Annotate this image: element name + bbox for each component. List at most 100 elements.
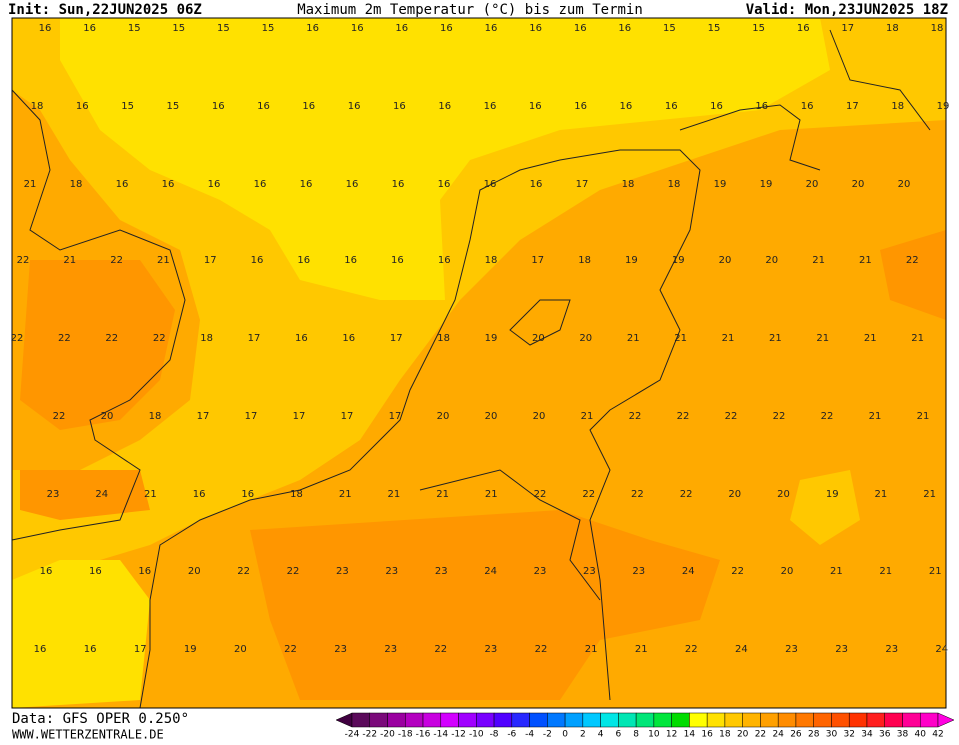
colorbar-label: 42 [932, 730, 943, 740]
temperature-value: 15 [121, 101, 134, 112]
colorbar-swatch [547, 712, 566, 728]
temperature-value: 19 [184, 644, 197, 655]
coastline [139, 149, 701, 709]
temperature-value: 20 [806, 179, 819, 190]
temperature-value: 17 [248, 333, 261, 344]
temperature-value: 21 [859, 255, 872, 266]
temperature-value: 16 [348, 101, 361, 112]
temperature-value: 16 [241, 489, 254, 500]
temperature-value: 21 [635, 644, 648, 655]
temperature-value: 15 [708, 23, 721, 34]
temperature-value: 18 [290, 489, 303, 500]
temperature-value: 22 [17, 255, 30, 266]
temperature-value: 23 [885, 644, 898, 655]
temperature-value: 16 [529, 101, 542, 112]
temperature-value: 15 [752, 23, 765, 34]
temperature-value: 17 [341, 411, 354, 422]
colorbar-label: 32 [843, 730, 854, 740]
temperature-value: 15 [128, 23, 141, 34]
colorbar-label: 22 [755, 730, 766, 740]
temperature-value: 16 [162, 179, 175, 190]
temperature-value: 21 [929, 566, 942, 577]
temperature-value: 16 [393, 101, 406, 112]
temperature-value: 20 [765, 255, 778, 266]
temperature-value: 16 [484, 179, 497, 190]
colorbar-label: -22 [362, 730, 377, 740]
temperature-value: 19 [937, 101, 950, 112]
colorbar-swatch [422, 712, 442, 728]
temperature-value: 21 [485, 489, 498, 500]
temperature-value: 16 [574, 23, 587, 34]
temperature-value: 16 [618, 23, 631, 34]
temperature-value: 22 [534, 489, 547, 500]
colorbar-swatch [529, 712, 548, 728]
temperature-value: 22 [821, 411, 834, 422]
temperature-value: 21 [627, 333, 640, 344]
temperature-value: 24 [735, 644, 748, 655]
temperature-value: 18 [70, 179, 83, 190]
colorbar-swatch [476, 712, 495, 728]
temperature-value: 20 [532, 333, 545, 344]
colorbar-label: -10 [469, 730, 484, 740]
colorbar-label: -16 [416, 730, 431, 740]
temperature-value: 16 [83, 23, 96, 34]
temperature-value: 20 [898, 179, 911, 190]
temperature-value: 15 [167, 101, 180, 112]
valid-label: Valid: Mon,23JUN2025 18Z [746, 2, 948, 18]
temperature-value: 20 [188, 566, 201, 577]
temperature-value: 19 [714, 179, 727, 190]
temperature-value: 21 [585, 644, 598, 655]
temperature-value: 16 [302, 101, 315, 112]
temperature-value: 23 [632, 566, 645, 577]
temperature-value: 23 [336, 566, 349, 577]
colorbar-swatch [387, 712, 406, 728]
colorbar-swatch [635, 712, 655, 728]
temperature-value: 24 [484, 566, 497, 577]
temperature-value: 21 [830, 566, 843, 577]
zone-16-18-west [12, 560, 150, 708]
colorbar-swatch [724, 712, 743, 728]
zone-22-24-uk [20, 260, 175, 430]
init-label: Init: Sun,22JUN2025 06Z [8, 2, 202, 18]
temperature-value: 16 [440, 23, 453, 34]
colorbar-swatch [493, 712, 513, 728]
temperature-value: 22 [677, 411, 690, 422]
temperature-value: 22 [434, 644, 447, 655]
colorbar-swatch [848, 712, 868, 728]
temperature-value: 16 [39, 23, 52, 34]
colorbar-label: 6 [615, 730, 621, 740]
colorbar-label: 34 [861, 730, 873, 740]
temperature-value: 23 [47, 489, 60, 500]
temperature-value: 23 [485, 644, 498, 655]
temperature-value: 16 [438, 179, 451, 190]
temperature-value: 21 [911, 333, 924, 344]
temperature-value: 16 [84, 644, 97, 655]
colorbar-swatch [831, 712, 850, 728]
temperature-value: 16 [300, 179, 313, 190]
colorbar-label: 2 [580, 730, 586, 740]
colorbar-swatch [582, 712, 601, 728]
colorbar-label: 26 [790, 730, 802, 740]
temperature-value: 23 [835, 644, 848, 655]
temperature-value: 17 [134, 644, 147, 655]
temperature-value: 20 [781, 566, 794, 577]
temperature-value: 16 [574, 101, 587, 112]
map: 16 16 15 15 15 15 16 16 16 16 16 16 16 16 15 15 15 16 17 18… [11, 17, 950, 709]
colorbar-swatch [795, 712, 814, 728]
temperature-value: 21 [812, 255, 825, 266]
colorbar-swatch [813, 712, 832, 728]
site-name: WWW.WETTERZENTRALE.DE [12, 728, 164, 742]
zone-22-24-east [880, 230, 946, 320]
temperature-value: 18 [931, 23, 944, 34]
temperature-value: 23 [583, 566, 596, 577]
temperature-value: 16 [351, 23, 364, 34]
temperature-value: 18 [622, 179, 635, 190]
colorbar-label: 4 [598, 730, 604, 740]
temperature-value: 16 [797, 23, 810, 34]
temperature-value: 22 [105, 333, 118, 344]
colorbar-label: 24 [772, 730, 784, 740]
colorbar-label: 30 [826, 730, 838, 740]
temperature-value: 17 [245, 411, 258, 422]
colorbar-swatch [351, 712, 371, 728]
temperature-value: 17 [841, 23, 854, 34]
